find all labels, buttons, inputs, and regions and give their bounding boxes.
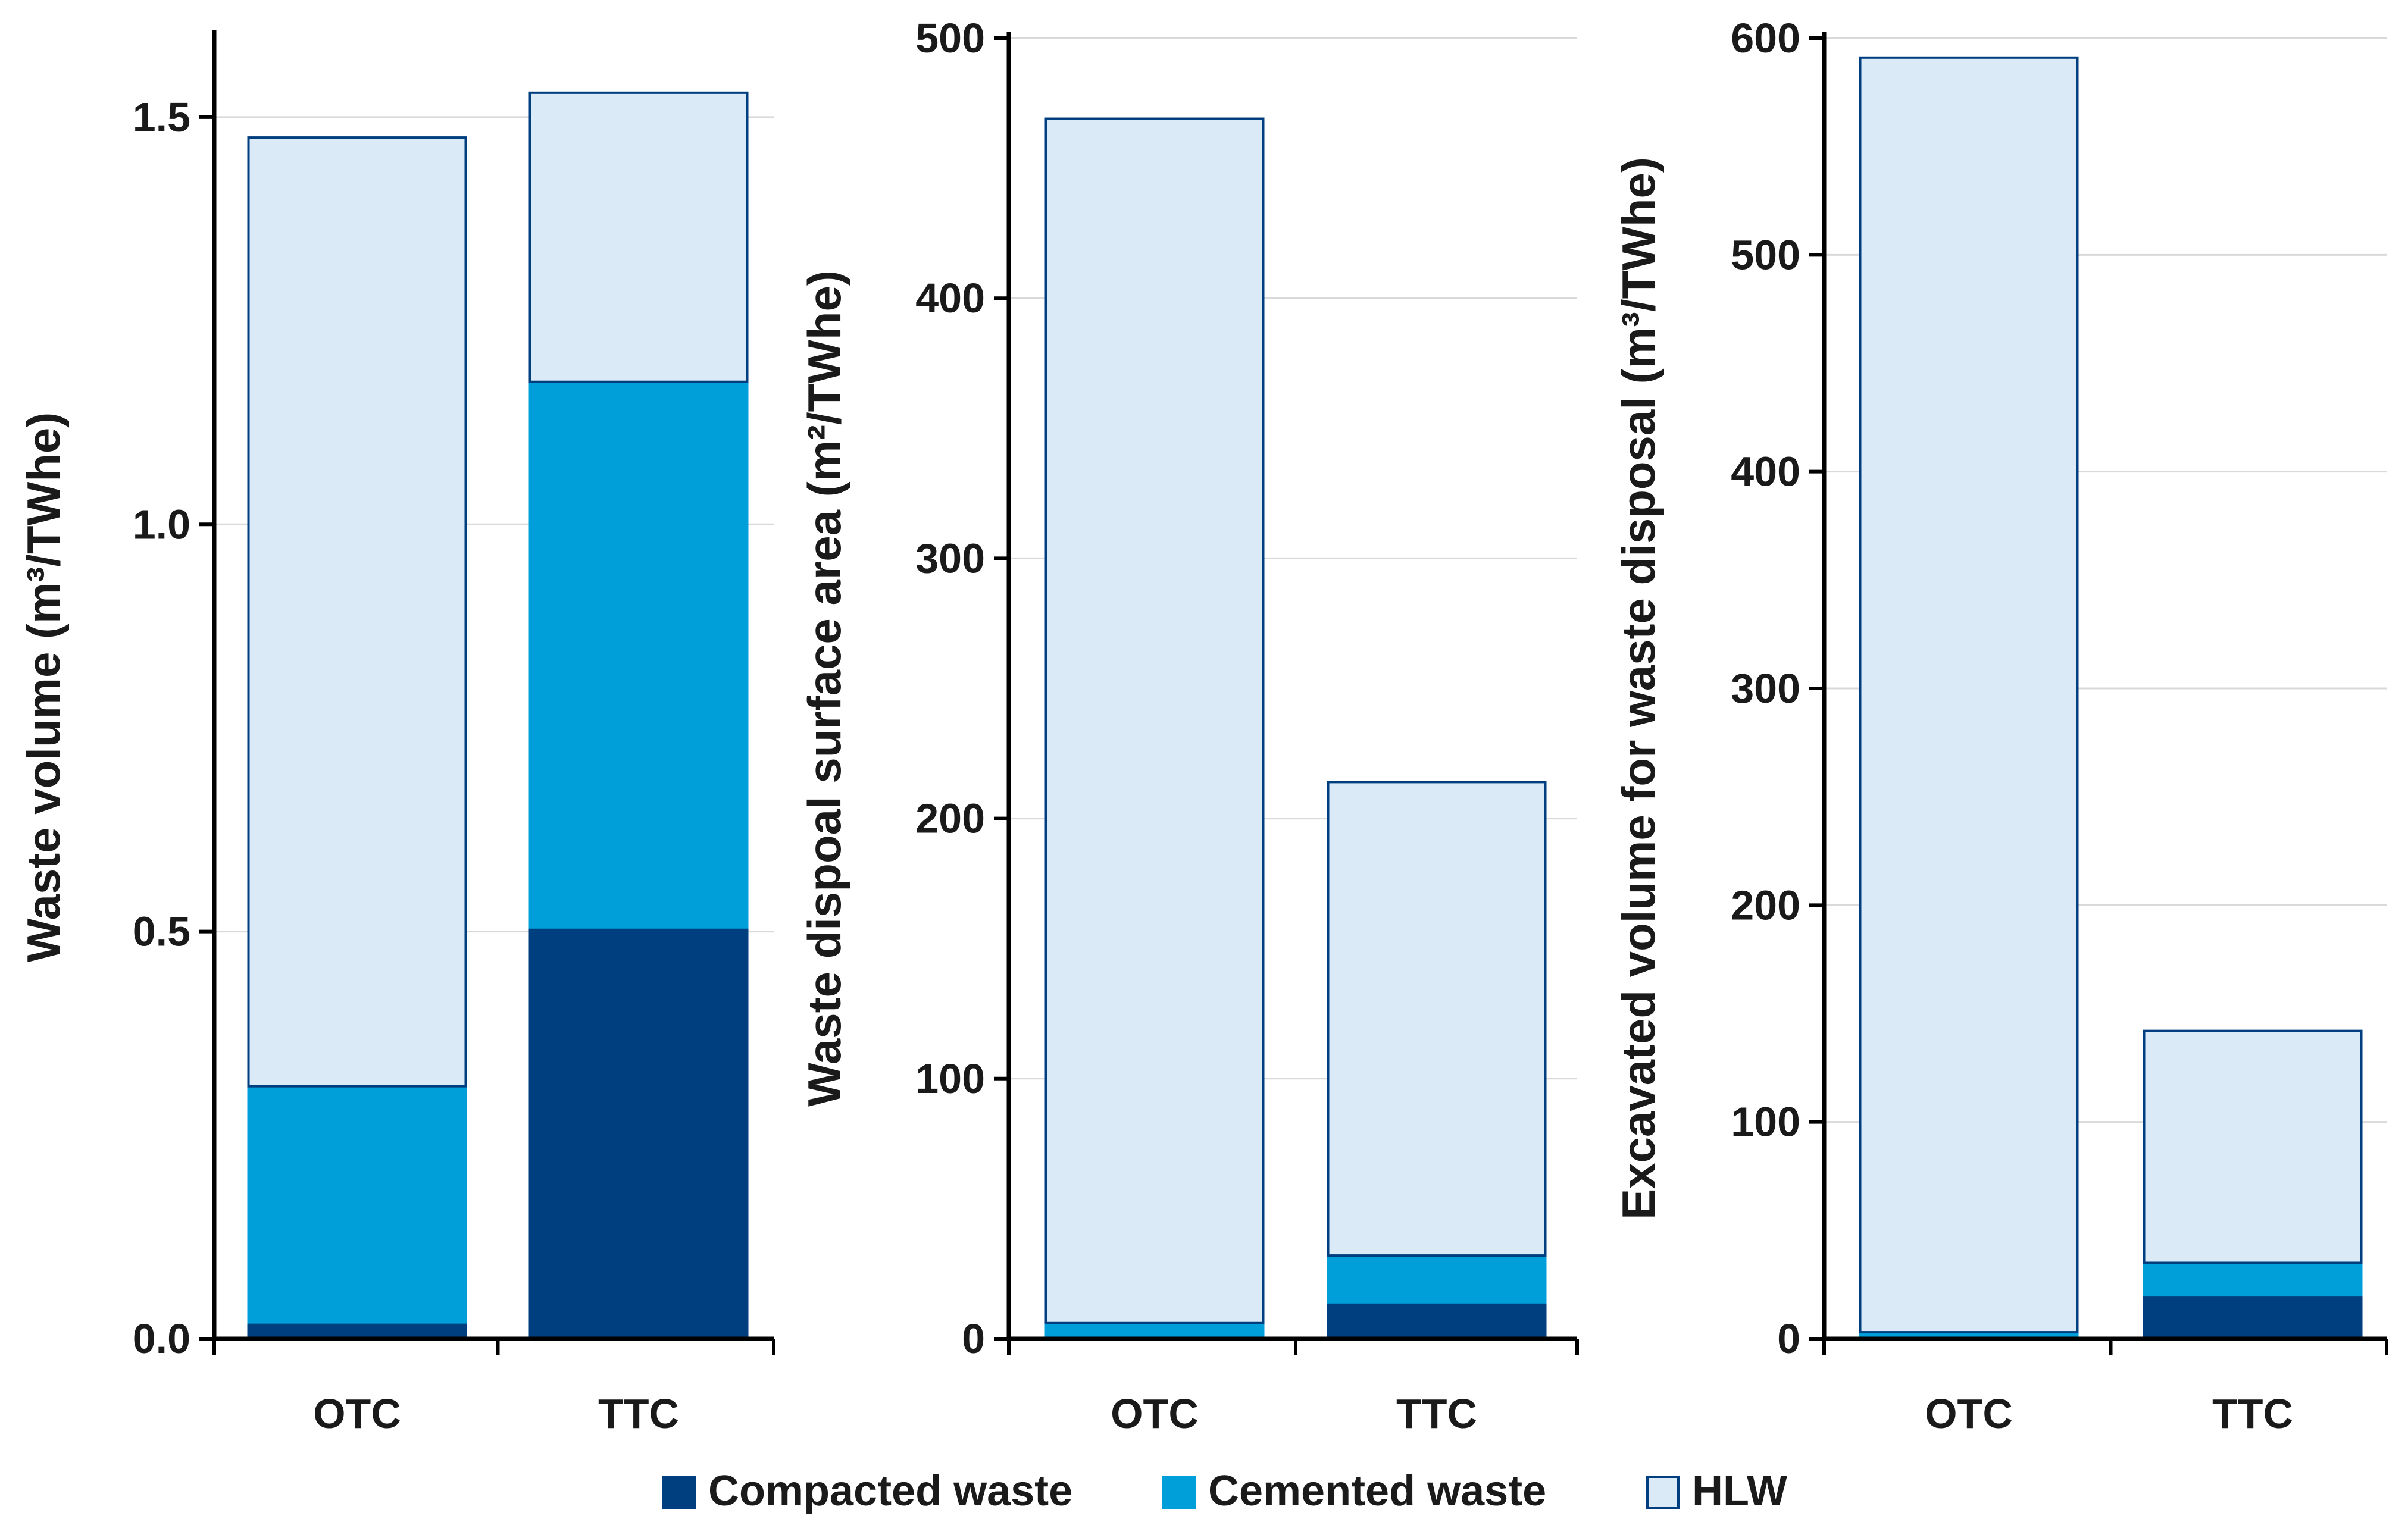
x-tick-label: OTC [1925,1391,2013,1437]
y-tick-label: 200 [1731,882,1800,928]
y-tick-label: 300 [1731,665,1800,712]
y-tick-label: 600 [1731,15,1800,61]
waste-volume-chart: 0.0 0.5 1.0 1.5 OTC TTC Waste volume (m³/TWhe) [17,30,775,1437]
legend: Compacted waste Cemented waste HLW [662,1467,1787,1515]
legend-label: HLW [1692,1467,1787,1515]
legend-label: Compacted waste [708,1467,1072,1515]
y-tick-label: 200 [915,796,985,842]
y-tick-label: 0.0 [133,1316,190,1362]
y-tick-label: 0 [962,1316,985,1362]
legend-item-cemented-waste: Cemented waste [1162,1467,1546,1515]
y-tick-label: 0.5 [133,909,190,955]
bar-hlw-ttc [528,91,749,383]
bar-hlw-ttc [2143,1029,2363,1264]
y-axis-title: Waste dispoal surface area (m²/TWhe) [798,270,850,1107]
y-tick-label: 500 [1731,231,1800,278]
x-tick-label: OTC [1111,1391,1199,1437]
bar-hlw-ttc [1327,781,1547,1257]
y-tick-label: 100 [1731,1099,1800,1145]
bar-compacted-waste-otc [247,1321,467,1340]
y-tick-label: 400 [915,275,985,321]
legend-item-hlw: HLW [1646,1467,1787,1515]
x-tick-label: OTC [313,1391,401,1437]
y-tick-label: 1.5 [133,94,190,140]
excavated-volume-chart: 0 100 200 300 400 500 600 OTC TTC Excavated volum… [1612,15,2388,1437]
y-tick-label: 500 [915,15,985,61]
y-tick-label: 300 [915,535,985,581]
bar-compacted-waste-ttc [2143,1294,2363,1340]
disposal-area-chart: 0 100 200 300 400 500 OTC TTC Waste dispoal surf… [798,15,1579,1437]
legend-swatch [1646,1476,1680,1509]
bar-hlw-otc [1044,117,1265,1324]
bar-cemented-waste-ttc [1327,1254,1547,1304]
bar-hlw-otc [247,136,467,1088]
legend-swatch [662,1476,696,1509]
bar-cemented-waste-otc [247,1085,467,1324]
y-axis-title: Waste volume (m³/TWhe) [17,412,70,963]
legend-label: Cemented waste [1208,1467,1546,1515]
legend-item-compacted-waste: Compacted waste [662,1467,1072,1515]
bar-compacted-waste-ttc [1327,1301,1547,1340]
y-axis-title: Excavated volume for waste disposal (m³/… [1612,157,1665,1220]
x-tick-label: TTC [598,1391,679,1437]
bar-compacted-waste-ttc [528,926,749,1340]
y-tick-label: 400 [1731,449,1800,495]
y-tick-label: 1.0 [133,501,190,547]
x-tick-label: TTC [2212,1391,2293,1437]
legend-swatch [1162,1476,1196,1509]
bar-hlw-otc [1859,56,2079,1334]
y-tick-label: 0 [1777,1316,1800,1362]
bar-cemented-waste-otc [1044,1321,1265,1341]
x-tick-label: TTC [1396,1391,1477,1437]
bar-cemented-waste-ttc [2143,1261,2363,1297]
y-tick-label: 100 [915,1056,985,1102]
bar-cemented-waste-ttc [528,380,749,929]
